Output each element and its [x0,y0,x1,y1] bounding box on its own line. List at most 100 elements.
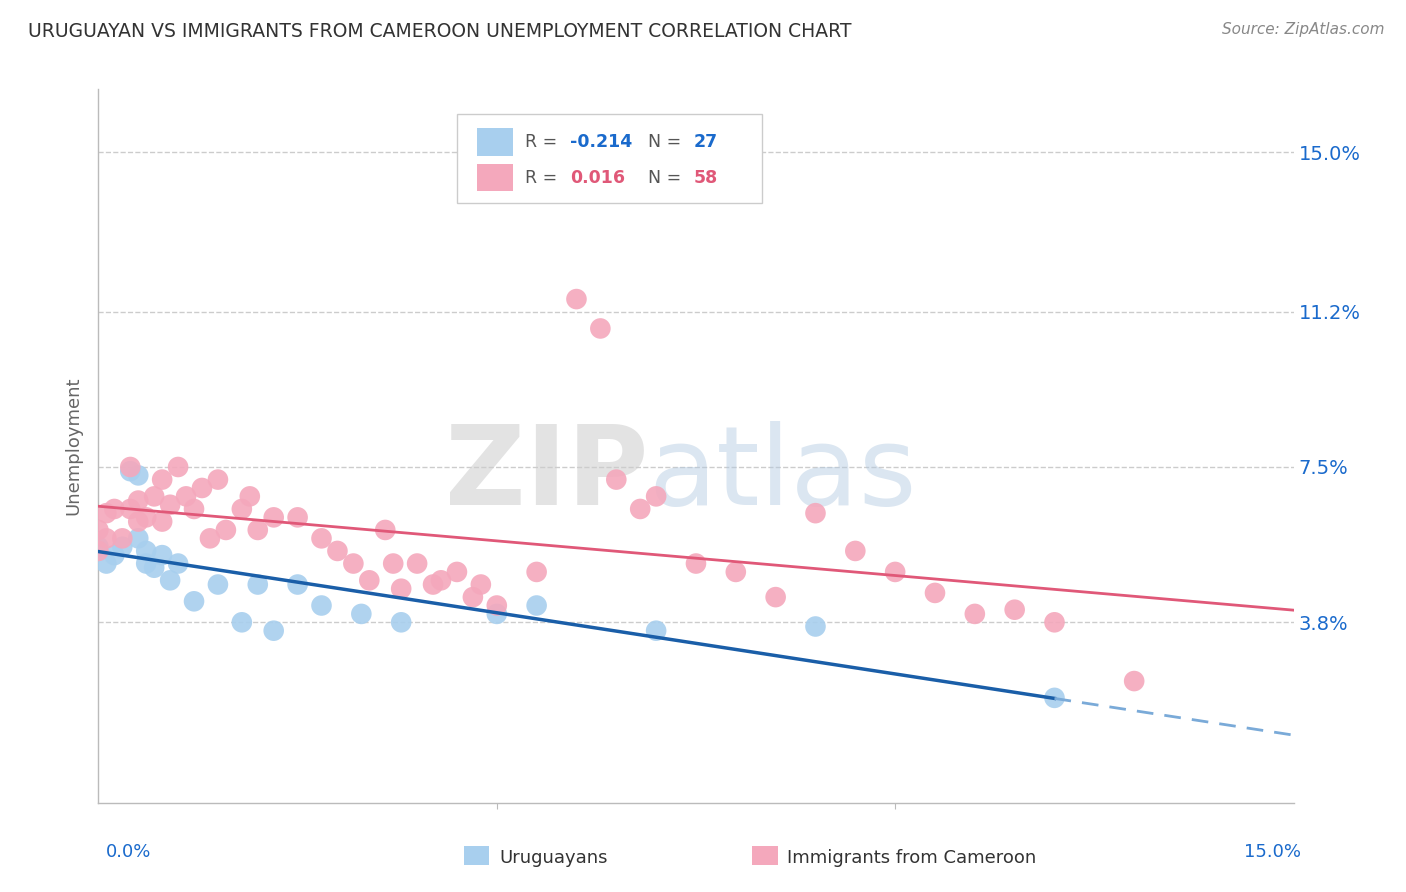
Point [389,582,412,596]
Point [143,560,166,574]
Text: R =: R = [524,169,568,186]
Point [350,607,373,621]
Point [127,515,149,529]
Point [526,599,548,613]
Text: 15.0%: 15.0% [1243,843,1301,861]
Point [207,473,229,487]
Point [804,619,827,633]
Point [120,460,142,475]
Point [263,624,285,638]
Point [183,594,205,608]
Point [96,532,118,546]
Point [724,565,747,579]
Point [884,565,907,579]
Point [239,489,262,503]
Point [127,532,149,546]
Point [359,574,381,588]
Point [470,577,492,591]
Point [96,557,118,571]
Point [446,565,468,579]
Point [207,577,229,591]
Point [167,557,190,571]
Point [1043,690,1066,705]
Point [103,502,125,516]
Point [127,468,149,483]
Point [605,473,627,487]
Point [461,590,484,604]
Point [1043,615,1066,630]
Point [135,544,157,558]
Point [159,498,181,512]
Point [374,523,396,537]
Point [96,506,118,520]
Bar [477,128,513,155]
Point [526,565,548,579]
Text: N =: N = [648,133,688,151]
Point [111,540,134,554]
Point [382,557,405,571]
Point [127,493,149,508]
Point [485,599,508,613]
Point [87,544,110,558]
Point [198,532,221,546]
Point [263,510,285,524]
Point [191,481,214,495]
Point [844,544,866,558]
Point [159,574,181,588]
Text: Uruguayans: Uruguayans [499,849,607,867]
Point [174,489,197,503]
Text: R =: R = [524,133,562,151]
Y-axis label: Unemployment: Unemployment [65,376,83,516]
Text: 0.016: 0.016 [571,169,626,186]
Text: Immigrants from Cameroon: Immigrants from Cameroon [787,849,1036,867]
Point [685,557,707,571]
Point [246,577,269,591]
Point [87,523,110,537]
Text: -0.214: -0.214 [571,133,633,151]
Point [135,557,157,571]
Point [1123,674,1146,689]
Point [111,532,134,546]
Text: Source: ZipAtlas.com: Source: ZipAtlas.com [1222,22,1385,37]
Point [765,590,787,604]
Point [150,515,173,529]
Point [143,489,166,503]
Text: N =: N = [648,169,688,186]
Point [406,557,429,571]
Text: 58: 58 [693,169,718,186]
Point [246,523,269,537]
Point [311,532,333,546]
Point [150,548,173,562]
Point [287,577,309,591]
Point [120,464,142,478]
Point [103,548,125,562]
Point [628,502,651,516]
Point [231,615,253,630]
Point [167,460,190,475]
Text: atlas: atlas [648,421,917,528]
Text: URUGUAYAN VS IMMIGRANTS FROM CAMEROON UNEMPLOYMENT CORRELATION CHART: URUGUAYAN VS IMMIGRANTS FROM CAMEROON UN… [28,22,852,41]
Point [430,574,453,588]
Point [150,473,173,487]
Point [135,510,157,524]
Text: 27: 27 [693,133,717,151]
Point [804,506,827,520]
Point [326,544,349,558]
Point [120,502,142,516]
Point [389,615,412,630]
Point [645,489,668,503]
Point [183,502,205,516]
Point [422,577,444,591]
Point [215,523,238,537]
Text: 0.0%: 0.0% [105,843,150,861]
Point [485,607,508,621]
Point [565,292,588,306]
Point [87,540,110,554]
Point [645,624,668,638]
Point [1004,603,1026,617]
Point [287,510,309,524]
Bar [477,164,513,191]
Point [963,607,986,621]
Point [311,599,333,613]
Text: ZIP: ZIP [444,421,648,528]
